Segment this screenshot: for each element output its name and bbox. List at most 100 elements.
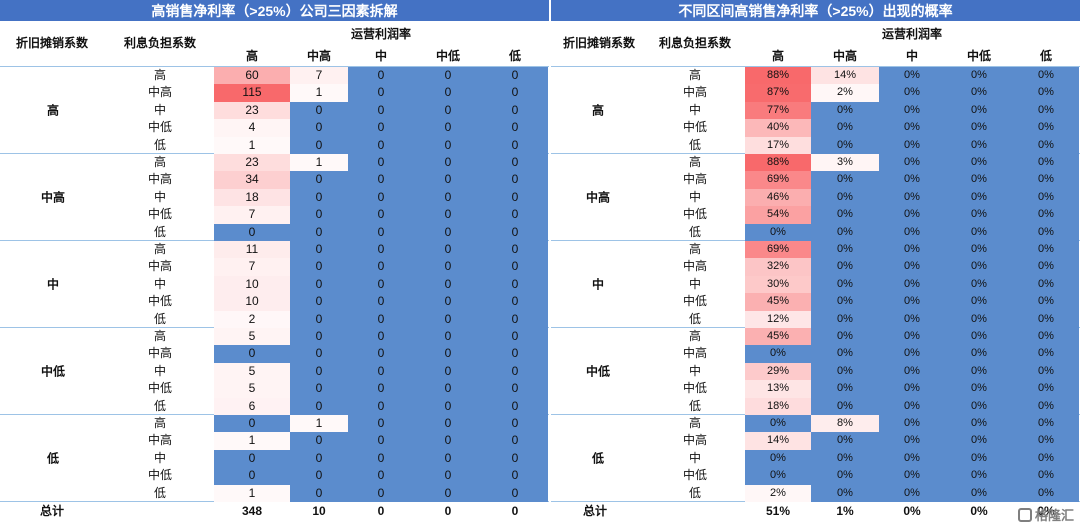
value-cell: 0%	[879, 310, 945, 328]
value-cell: 0	[482, 415, 548, 433]
int-header: 利息负担系数	[123, 36, 196, 50]
value-cell: 0%	[1013, 275, 1079, 294]
value-cell: 0%	[1013, 310, 1079, 328]
value-cell: 0	[414, 119, 482, 137]
value-cell: 0	[482, 397, 548, 415]
value-cell: 1	[214, 432, 290, 450]
value-cell: 0	[290, 397, 348, 415]
value-cell: 0	[414, 310, 482, 328]
right-title: 不同区间高销售净利率（>25%）出现的概率	[551, 0, 1080, 22]
value-cell: 0%	[745, 415, 811, 433]
row-label: 中	[153, 363, 166, 378]
group-label: 中低	[585, 364, 610, 379]
op-header: 运营利润率	[881, 27, 942, 41]
col-header: 低	[1039, 49, 1052, 63]
value-cell: 0	[482, 328, 548, 346]
value-cell: 0%	[811, 484, 879, 502]
group-label: 高	[591, 103, 604, 118]
value-cell: 0	[414, 380, 482, 398]
value-cell: 45%	[745, 293, 811, 311]
table-row: 高 88% 14% 0% 0% 0%	[551, 67, 1080, 85]
value-cell: 0%	[945, 484, 1013, 502]
row-label: 低	[153, 398, 166, 413]
total-cell: 51%	[765, 504, 791, 518]
value-cell: 0%	[879, 258, 945, 276]
value-cell: 0	[290, 223, 348, 241]
value-cell: 0%	[879, 328, 945, 346]
watermark-text: 格隆汇	[1034, 508, 1074, 523]
value-cell: 0	[348, 380, 414, 398]
value-cell: 0%	[745, 345, 811, 363]
value-cell: 0%	[811, 101, 879, 120]
row-label: 中高	[147, 259, 172, 274]
value-cell: 0%	[811, 310, 879, 328]
value-cell: 0	[348, 449, 414, 468]
value-cell: 0	[290, 101, 348, 120]
value-cell: 0	[414, 293, 482, 311]
value-cell: 0%	[945, 415, 1013, 433]
value-cell: 0	[414, 258, 482, 276]
value-cell: 0%	[811, 275, 879, 294]
row-group: 低高 0 1 0 0 0 中高 1 0 0 0 0 中 0 0 0 0 0 中低 0 0 0 0 0 低 1 0 0 0 0	[0, 415, 549, 502]
value-cell: 0	[214, 415, 290, 433]
value-cell: 34	[214, 171, 290, 189]
value-cell: 0%	[879, 484, 945, 502]
value-cell: 0%	[945, 362, 1013, 381]
value-cell: 0%	[1013, 206, 1079, 224]
value-cell: 0%	[811, 467, 879, 485]
col-header: 高	[771, 49, 784, 63]
watermark: 格隆汇	[1017, 505, 1074, 524]
total-label: 总计	[583, 504, 608, 518]
value-cell: 23	[214, 101, 290, 120]
table-row: 高 11 0 0 0 0	[0, 241, 549, 259]
value-cell: 0	[290, 275, 348, 294]
table-row: 高 45% 0% 0% 0% 0%	[551, 328, 1080, 346]
value-cell: 2%	[811, 84, 879, 102]
row-label: 中低	[682, 207, 707, 222]
value-cell: 0%	[945, 328, 1013, 346]
table-row: 中高 14% 0% 0% 0% 0%	[551, 432, 1080, 450]
value-cell: 0%	[1013, 223, 1079, 241]
row-label: 中	[688, 363, 701, 378]
table-row: 中 29% 0% 0% 0% 0%	[551, 362, 1080, 381]
value-cell: 0	[290, 449, 348, 468]
value-cell: 0	[348, 206, 414, 224]
value-cell: 0%	[879, 67, 945, 85]
value-cell: 0	[482, 241, 548, 259]
value-cell: 0%	[879, 84, 945, 102]
value-cell: 0	[414, 67, 482, 85]
value-cell: 0	[348, 467, 414, 485]
row-label: 中低	[682, 468, 707, 483]
value-cell: 5	[214, 328, 290, 346]
value-cell: 0	[290, 258, 348, 276]
value-cell: 0%	[879, 206, 945, 224]
op-header: 运营利润率	[350, 27, 411, 41]
value-cell: 0	[482, 293, 548, 311]
value-cell: 18	[214, 188, 290, 207]
row-group: 中低高 5 0 0 0 0 中高 0 0 0 0 0 中 5 0 0 0 0 中低 5 0 0 0 0 低 6 0 0 0 0	[0, 328, 549, 415]
value-cell: 0%	[879, 345, 945, 363]
row-label: 高	[688, 416, 701, 430]
value-cell: 0%	[879, 275, 945, 294]
table-row: 中低 40% 0% 0% 0% 0%	[551, 119, 1080, 137]
row-label: 中低	[147, 207, 172, 222]
value-cell: 0	[414, 362, 482, 381]
value-cell: 0%	[945, 136, 1013, 154]
value-cell: 0%	[879, 380, 945, 398]
value-cell: 0	[414, 449, 482, 468]
value-cell: 0	[482, 310, 548, 328]
row-group: 中高 11 0 0 0 0 中高 7 0 0 0 0 中 10 0 0 0 0 中低 10 0 0 0 0 低 2 0 0 0 0	[0, 241, 549, 328]
dep-header: 折旧摊销系数	[562, 36, 635, 50]
logo-icon	[1017, 508, 1032, 522]
value-cell: 6	[214, 397, 290, 415]
row-label: 中高	[682, 433, 707, 448]
value-cell: 0%	[879, 449, 945, 468]
value-cell: 0%	[879, 188, 945, 207]
group-label: 中低	[40, 364, 65, 379]
value-cell: 0%	[945, 67, 1013, 85]
value-cell: 115	[214, 84, 290, 102]
value-cell: 0%	[1013, 154, 1079, 172]
total-cell: 0%	[903, 504, 921, 518]
value-cell: 5	[214, 380, 290, 398]
